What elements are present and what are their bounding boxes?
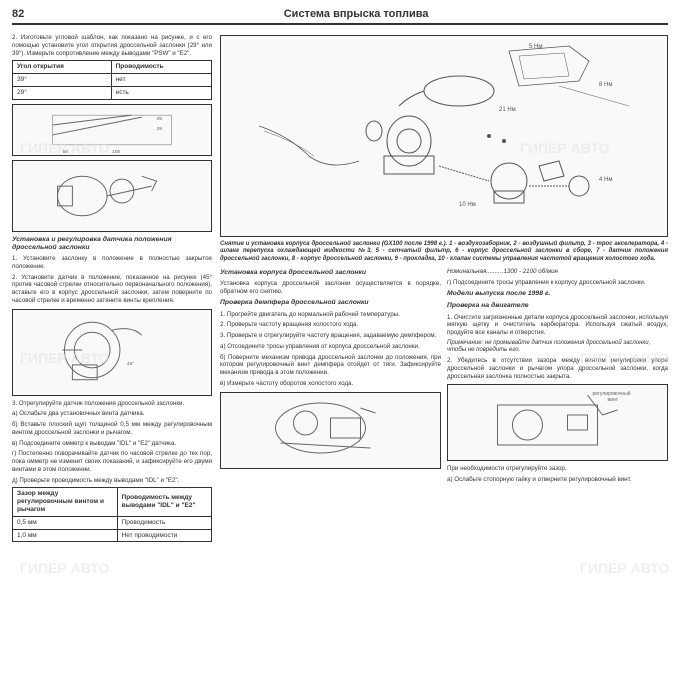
th: Зазор между регулировочным винтом и рыча… (13, 488, 118, 516)
svg-text:21 Нм: 21 Нм (499, 107, 516, 113)
th: Проводимость между выводами "IDL" и "E2" (117, 488, 211, 516)
body-text: 1. Прогрейте двигатель до нормальной раб… (220, 311, 441, 319)
body-text: При необходимости отрегулируйте зазор. (447, 465, 668, 473)
step-text: 2. Изготовьте угловой шаблон, как показа… (12, 34, 212, 57)
step-text: 3. Отрегулируйте датчик положения дроссе… (12, 400, 212, 408)
watermark: ГИПЕР АВТО (520, 140, 609, 156)
svg-text:45°: 45° (127, 361, 134, 367)
damper-diagram-left (220, 392, 441, 469)
body-text: 1. Очистите загрязненные детали корпуса … (447, 314, 668, 337)
page-title: Система впрыска топлива (44, 8, 668, 21)
td: Проводимость (117, 516, 211, 529)
td: 1,0 мм (13, 529, 118, 542)
td: 0,5 мм (13, 516, 118, 529)
svg-text:100: 100 (112, 149, 120, 155)
body-text: в) Измерьте частоту оборотов холостого х… (220, 380, 441, 388)
svg-text:8 Нм: 8 Нм (599, 82, 612, 88)
section-heading: Установка и регулировка датчика положени… (12, 236, 212, 252)
svg-text:39: 39 (157, 116, 163, 122)
body-text: Установка корпуса дроссельной заслонки о… (220, 280, 441, 296)
step-text: д) Проверьте проводимость между выводами… (12, 477, 212, 485)
conductivity-table-1: Угол открытияПроводимость 39°нет 29°есть (12, 60, 212, 99)
td: нет (111, 74, 211, 87)
step-text: г) Постепенно поворачивайте датчик по ча… (12, 450, 212, 473)
section-heading: Проверка демпфера дроссельной заслонки (220, 299, 441, 307)
td: есть (111, 87, 211, 100)
page-content: 82 Система впрыска топлива 2. Изготовьте… (0, 0, 680, 553)
watermark: ГИПЕР АВТО (20, 350, 109, 366)
svg-text:винт: винт (608, 397, 619, 403)
watermark: ГИПЕР АВТО (20, 560, 109, 576)
svg-text:10 Нм: 10 Нм (459, 202, 476, 208)
section-heading: Модели выпуска после 1998 г. (447, 290, 668, 298)
body-text: 3. Проверьте и отрегулируйте частоту вра… (220, 332, 441, 340)
step-text: 1. Установите заслонку в положение в пол… (12, 255, 212, 271)
step-text: 2. Установите датчик в положение, показа… (12, 274, 212, 305)
section-heading: Установка корпуса дроссельной заслонки (220, 269, 441, 277)
body-text: б) Поверните механизм привода дроссельно… (220, 354, 441, 377)
body-text: г) Подсоедините тросы управления к корпу… (447, 279, 668, 287)
diagram-caption: Снятие и установка корпуса дроссельной з… (220, 241, 668, 263)
watermark: ГИПЕР АВТО (20, 140, 109, 156)
svg-text:29: 29 (157, 126, 163, 132)
section-heading: Проверка на двигателе (447, 302, 668, 310)
step-text: а) Ослабьте два установочных винта датчи… (12, 410, 212, 418)
body-text: а) Отсоедините тросы управления от корпу… (220, 343, 441, 351)
svg-text:5 Нм: 5 Нм (529, 44, 542, 50)
watermark: ГИПЕР АВТО (580, 350, 669, 366)
step-text: в) Подсоедините омметр к выводам "IDL" и… (12, 440, 212, 448)
body-text: а) Ослабьте стопорную гайку и отверните … (447, 476, 668, 484)
conductivity-table-2: Зазор между регулировочным винтом и рыча… (12, 487, 212, 542)
td: 29° (13, 87, 112, 100)
svg-text:4 Нм: 4 Нм (599, 177, 612, 183)
th: Проводимость (111, 61, 211, 74)
svg-text:регулировочный: регулировочный (593, 390, 631, 397)
page-number: 82 (12, 8, 24, 21)
watermark: ГИПЕР АВТО (580, 560, 669, 576)
right-column: 5 Нм 8 Нм 21 Нм 4 Нм 10 Нм Снятие и уста… (220, 31, 668, 545)
th: Угол открытия (13, 61, 112, 74)
td: 39° (13, 74, 112, 87)
td: Нет проводимости (117, 529, 211, 542)
adjustment-screw-diagram: регулировочныйвинт (447, 384, 668, 461)
step-text: б) Вставьте плоский щуп толщиной 0,5 мм … (12, 421, 212, 437)
left-column: 2. Изготовьте угловой шаблон, как показа… (12, 31, 212, 545)
body-text: 2. Проверьте частоту вращения холостого … (220, 321, 441, 329)
sensor-diagram-1 (12, 160, 212, 232)
nominal-value: Номинальная..........1300 - 2100 об/мин (447, 268, 668, 276)
throttle-body-exploded-diagram: 5 Нм 8 Нм 21 Нм 4 Нм 10 Нм (220, 35, 668, 237)
page-header: 82 Система впрыска топлива (12, 8, 668, 25)
